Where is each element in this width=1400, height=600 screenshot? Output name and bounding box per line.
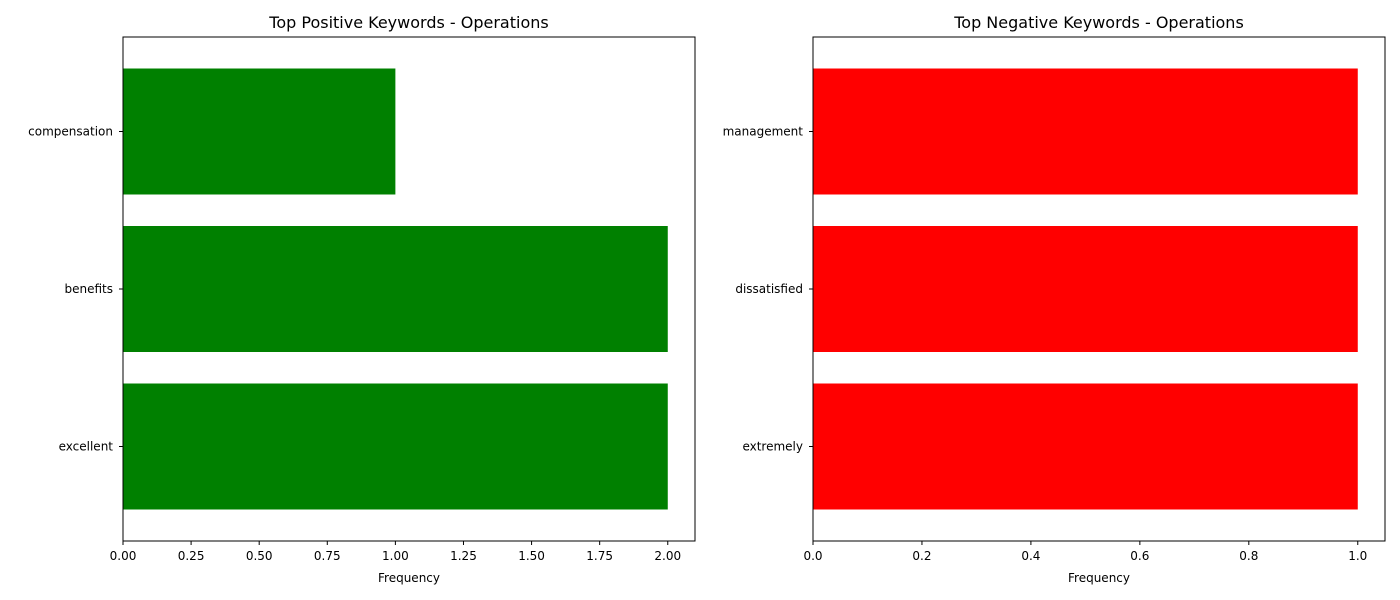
- x-tick-label: 0.6: [1130, 549, 1149, 563]
- x-tick-label: 1.75: [586, 549, 613, 563]
- bar-extremely: [813, 383, 1358, 510]
- bar-dissatisfied: [813, 226, 1358, 352]
- x-axis-label: Frequency: [1068, 571, 1130, 585]
- y-tick-label: excellent: [59, 440, 114, 454]
- x-tick-label: 1.00: [382, 549, 409, 563]
- x-tick-label: 0.4: [1021, 549, 1040, 563]
- bars-group: [123, 68, 668, 510]
- bar-compensation: [123, 68, 396, 195]
- x-axis-label: Frequency: [378, 571, 440, 585]
- x-tick-label: 0.25: [178, 549, 205, 563]
- bars-group: [813, 68, 1358, 510]
- negative-keywords-chart: Top Negative Keywords - Operations 0.0 0.…: [723, 13, 1386, 585]
- bar-benefits: [123, 226, 668, 352]
- y-tick-label: management: [723, 125, 804, 139]
- x-tick-label: 0.00: [110, 549, 137, 563]
- y-ticks: extremely dissatisfied management: [723, 125, 813, 454]
- y-tick-label: compensation: [28, 125, 113, 139]
- bar-excellent: [123, 383, 668, 510]
- x-tick-label: 0.8: [1239, 549, 1258, 563]
- bar-management: [813, 68, 1358, 195]
- chart-title: Top Negative Keywords - Operations: [953, 13, 1244, 32]
- x-tick-label: 1.0: [1348, 549, 1367, 563]
- x-tick-label: 0.50: [246, 549, 273, 563]
- y-tick-label: extremely: [742, 440, 803, 454]
- positive-keywords-chart: Top Positive Keywords - Operations 0.00 0…: [28, 13, 696, 585]
- x-tick-label: 0.75: [314, 549, 341, 563]
- x-ticks: 0.0 0.2 0.4 0.6 0.8 1.0: [803, 541, 1367, 563]
- x-tick-label: 0.2: [912, 549, 931, 563]
- y-ticks: excellent benefits compensation: [28, 125, 123, 454]
- x-tick-label: 2.00: [654, 549, 681, 563]
- x-tick-label: 0.0: [803, 549, 822, 563]
- y-tick-label: benefits: [64, 282, 113, 296]
- x-tick-label: 1.50: [518, 549, 545, 563]
- chart-title: Top Positive Keywords - Operations: [268, 13, 548, 32]
- x-ticks: 0.00 0.25 0.50 0.75 1.00 1.25 1.50 1.75 2.00: [110, 541, 681, 563]
- y-tick-label: dissatisfied: [735, 282, 803, 296]
- x-tick-label: 1.25: [450, 549, 477, 563]
